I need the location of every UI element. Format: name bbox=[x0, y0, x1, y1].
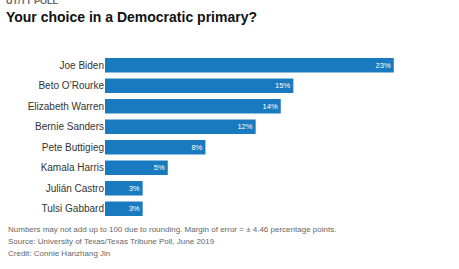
svg-text:15%: 15% bbox=[275, 81, 290, 90]
svg-text:Tulsi Gabbard: Tulsi Gabbard bbox=[42, 203, 104, 214]
svg-text:3%: 3% bbox=[129, 184, 140, 193]
svg-text:8%: 8% bbox=[191, 143, 202, 152]
svg-text:23%: 23% bbox=[376, 61, 391, 70]
svg-text:Bernie Sanders: Bernie Sanders bbox=[35, 121, 104, 132]
svg-text:Julián Castro: Julián Castro bbox=[46, 183, 105, 194]
svg-text:Credit: Connie Hanzhang Jin: Credit: Connie Hanzhang Jin bbox=[8, 249, 110, 258]
svg-text:Joe Biden: Joe Biden bbox=[60, 60, 104, 71]
svg-text:12%: 12% bbox=[237, 122, 252, 131]
svg-text:3%: 3% bbox=[129, 204, 140, 213]
svg-text:Numbers may not add up to 100: Numbers may not add up to 100 due to rou… bbox=[8, 225, 336, 234]
svg-text:5%: 5% bbox=[154, 163, 165, 172]
svg-text:UT/TT POLLYour choice in a Dem: UT/TT POLLYour choice in a Democratic pr… bbox=[6, 0, 257, 25]
svg-text:Beto O’Rourke: Beto O’Rourke bbox=[38, 80, 104, 91]
svg-text:Elizabeth Warren: Elizabeth Warren bbox=[28, 101, 104, 112]
svg-text:14%: 14% bbox=[263, 102, 278, 111]
svg-text:Kamala Harris: Kamala Harris bbox=[41, 162, 104, 173]
svg-text:Source: University of Texas/Te: Source: University of Texas/Texas Tribun… bbox=[8, 237, 215, 246]
svg-text:Pete Buttigieg: Pete Buttigieg bbox=[42, 142, 104, 153]
